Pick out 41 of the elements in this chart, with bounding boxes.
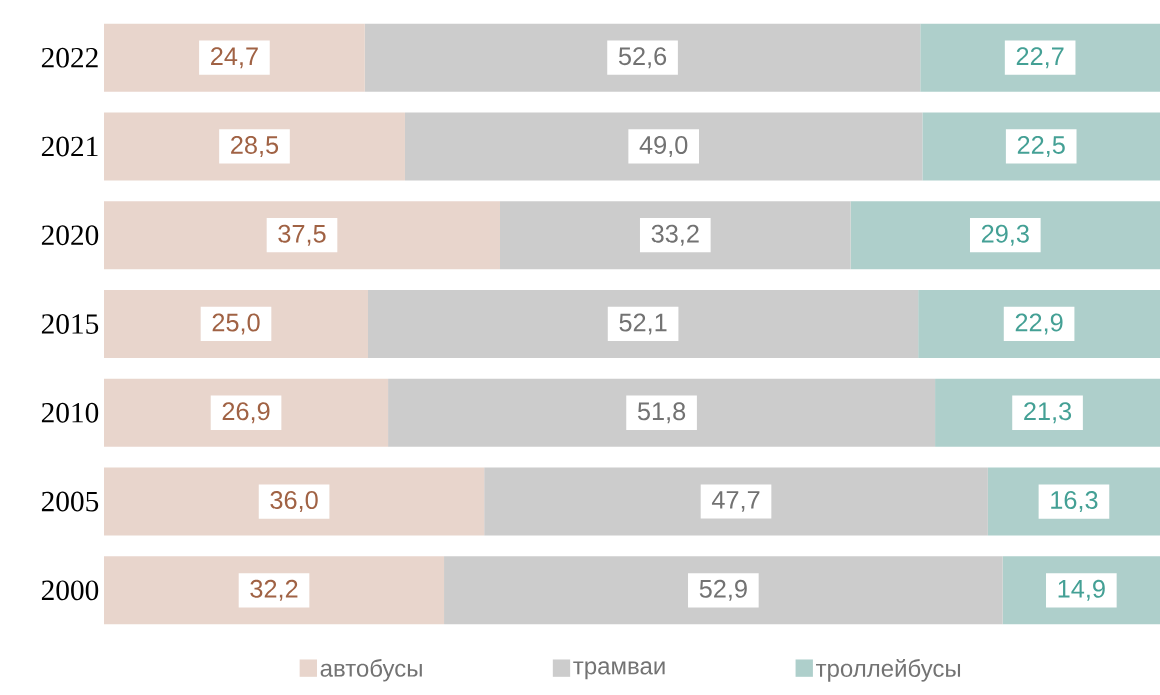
data-label: 29,3 — [981, 224, 1029, 246]
bar — [500, 201, 851, 270]
data-label: 26,9 — [222, 402, 270, 424]
y-tick-label: 2005 — [41, 491, 99, 512]
data-label: 22,7 — [1016, 47, 1064, 69]
data-label: 47,7 — [711, 491, 760, 513]
bar — [364, 23, 921, 92]
bar — [444, 556, 1003, 625]
y-tick-label: 2010 — [41, 403, 99, 423]
data-label: 33,2 — [651, 224, 699, 246]
bar — [368, 290, 919, 359]
y-tick-label: 2022 — [41, 47, 98, 68]
bar — [404, 112, 923, 181]
bar — [104, 201, 500, 270]
data-label: 22,9 — [1015, 313, 1063, 335]
data-label: 52,9 — [699, 579, 747, 601]
data-label: 21,3 — [1024, 402, 1072, 424]
legend-label: автобусы — [320, 659, 422, 682]
data-label: 28,5 — [231, 136, 279, 158]
y-tick-label: 2015 — [41, 314, 99, 335]
y-tick-label: 2021 — [41, 136, 98, 157]
data-label: 14,9 — [1058, 579, 1105, 601]
data-label: 36,0 — [270, 491, 318, 513]
legend-label: трамваи — [573, 661, 665, 680]
data-label: 32,2 — [250, 579, 298, 601]
bar — [388, 378, 936, 447]
data-label: 16,3 — [1051, 491, 1098, 513]
data-label: 49,0 — [639, 136, 688, 158]
legend-label: троллейбусы — [815, 659, 961, 682]
y-tick-label: 2000 — [41, 580, 99, 601]
y-tick-label: 2020 — [41, 225, 99, 246]
bar — [484, 467, 988, 536]
data-label: 51,8 — [637, 402, 686, 424]
data-label: 37,5 — [278, 224, 326, 246]
data-label: 24,7 — [211, 47, 258, 69]
data-label: 52,1 — [619, 313, 667, 335]
bar — [104, 467, 485, 536]
data-label: 25,0 — [212, 313, 260, 335]
bar — [104, 556, 445, 625]
data-label: 52,6 — [618, 47, 667, 69]
data-label: 22,5 — [1017, 136, 1065, 158]
